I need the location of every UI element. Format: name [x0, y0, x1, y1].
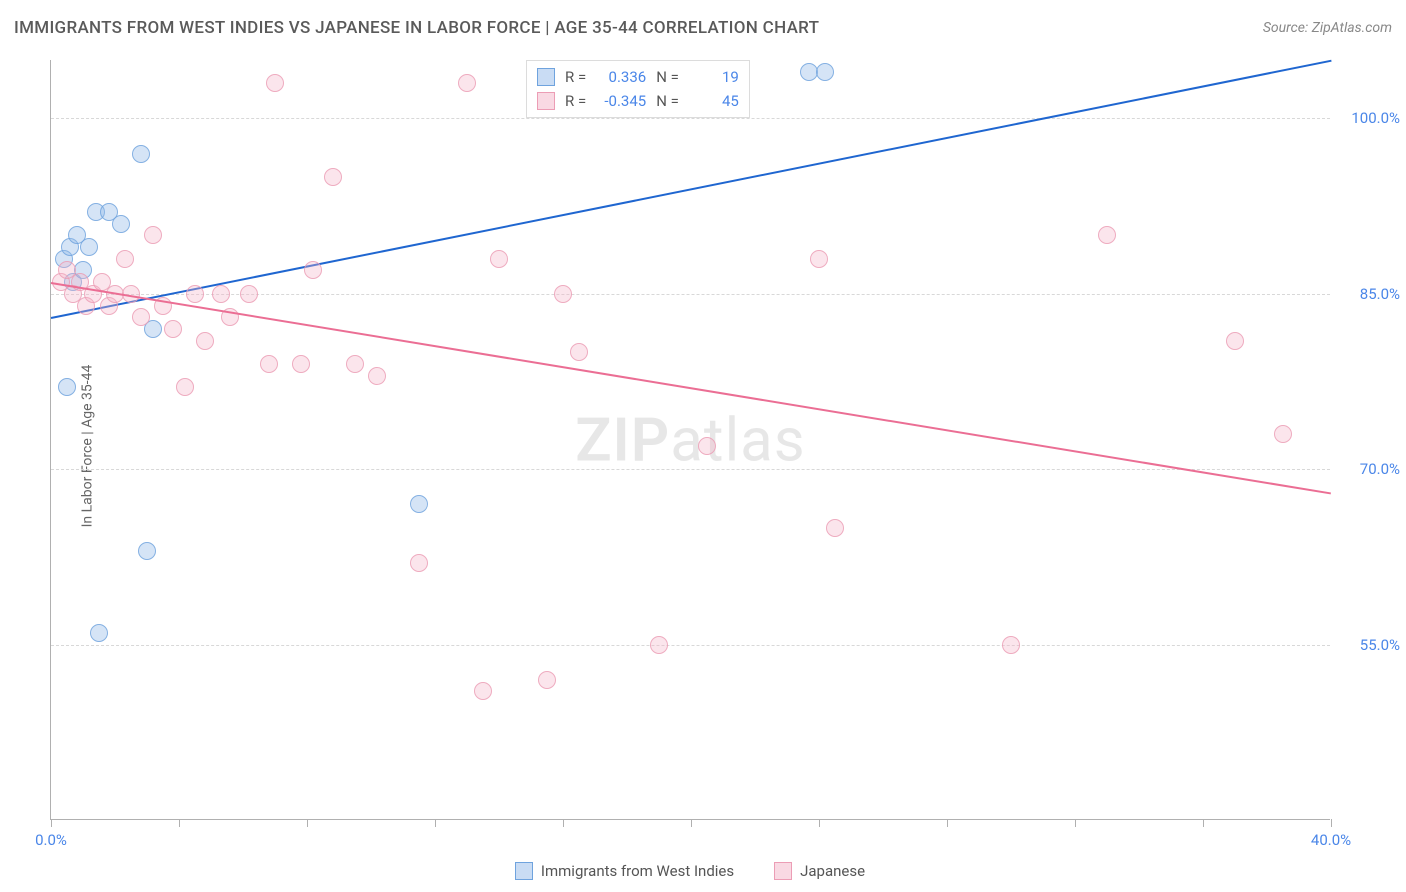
scatter-point [144, 226, 162, 244]
scatter-point [132, 145, 150, 163]
stat-r-value: -0.345 [596, 89, 646, 113]
legend-item: Japanese [774, 862, 865, 880]
scatter-point [346, 355, 364, 373]
scatter-point [368, 367, 386, 385]
xtick [819, 819, 820, 827]
scatter-point [266, 74, 284, 92]
swatch-icon [537, 92, 555, 110]
ytick-label: 100.0% [1340, 109, 1400, 127]
bottom-legend: Immigrants from West Indies Japanese [50, 862, 1330, 880]
scatter-point [58, 378, 76, 396]
stat-n-label: N = [656, 65, 679, 89]
stat-n-value: 45 [689, 89, 739, 113]
stat-r-label: R = [565, 89, 586, 113]
scatter-point [570, 343, 588, 361]
scatter-point [698, 437, 716, 455]
xtick [1075, 819, 1076, 827]
scatter-point [164, 320, 182, 338]
legend-label: Japanese [800, 862, 865, 880]
plot-area: ZIPatlas R = 0.336 N = 19 R = -0.345 N =… [50, 60, 1330, 820]
xtick [435, 819, 436, 827]
scatter-point [112, 215, 130, 233]
scatter-point [490, 250, 508, 268]
scatter-point [196, 332, 214, 350]
gridline-h [51, 469, 1330, 470]
chart-title: IMMIGRANTS FROM WEST INDIES VS JAPANESE … [14, 18, 819, 38]
stat-legend-row: R = -0.345 N = 45 [537, 89, 739, 113]
scatter-point [410, 495, 428, 513]
scatter-point [1274, 425, 1292, 443]
ytick-label: 85.0% [1340, 285, 1400, 303]
scatter-point [474, 682, 492, 700]
ytick-label: 70.0% [1340, 460, 1400, 478]
xtick [947, 819, 948, 827]
scatter-point [186, 285, 204, 303]
stat-r-value: 0.336 [596, 65, 646, 89]
gridline-h [51, 645, 1330, 646]
scatter-point [90, 624, 108, 642]
xtick [1203, 819, 1204, 827]
stat-legend: R = 0.336 N = 19 R = -0.345 N = 45 [526, 60, 750, 118]
scatter-point [304, 261, 322, 279]
scatter-point [324, 168, 342, 186]
scatter-point [810, 250, 828, 268]
source-label: Source: ZipAtlas.com [1263, 20, 1392, 36]
xtick [1331, 819, 1332, 827]
scatter-point [292, 355, 310, 373]
scatter-point [1098, 226, 1116, 244]
swatch-icon [537, 68, 555, 86]
regression-line [51, 282, 1331, 494]
scatter-point [458, 74, 476, 92]
stat-n-value: 19 [689, 65, 739, 89]
swatch-icon [515, 862, 533, 880]
stat-legend-row: R = 0.336 N = 19 [537, 65, 739, 89]
scatter-point [132, 308, 150, 326]
gridline-h [51, 118, 1330, 119]
scatter-point [554, 285, 572, 303]
swatch-icon [774, 862, 792, 880]
scatter-point [410, 554, 428, 572]
xtick-label: 0.0% [35, 831, 67, 849]
scatter-point [116, 250, 134, 268]
watermark-strong: ZIP [575, 404, 670, 475]
scatter-point [80, 238, 98, 256]
scatter-point [1002, 636, 1020, 654]
scatter-point [138, 542, 156, 560]
ytick-label: 55.0% [1340, 636, 1400, 654]
scatter-point [538, 671, 556, 689]
scatter-point [826, 519, 844, 537]
scatter-point [240, 285, 258, 303]
xtick [691, 819, 692, 827]
stat-r-label: R = [565, 65, 586, 89]
scatter-point [1226, 332, 1244, 350]
scatter-point [816, 63, 834, 81]
xtick [51, 819, 52, 827]
scatter-point [650, 636, 668, 654]
scatter-point [176, 378, 194, 396]
stat-n-label: N = [656, 89, 679, 113]
watermark-light: atlas [670, 404, 805, 475]
legend-item: Immigrants from West Indies [515, 862, 734, 880]
xtick [307, 819, 308, 827]
xtick [179, 819, 180, 827]
watermark: ZIPatlas [575, 404, 806, 475]
legend-label: Immigrants from West Indies [541, 862, 734, 880]
xtick-label: 40.0% [1311, 831, 1351, 849]
scatter-point [212, 285, 230, 303]
title-bar: IMMIGRANTS FROM WEST INDIES VS JAPANESE … [14, 18, 1392, 38]
xtick [563, 819, 564, 827]
scatter-point [260, 355, 278, 373]
